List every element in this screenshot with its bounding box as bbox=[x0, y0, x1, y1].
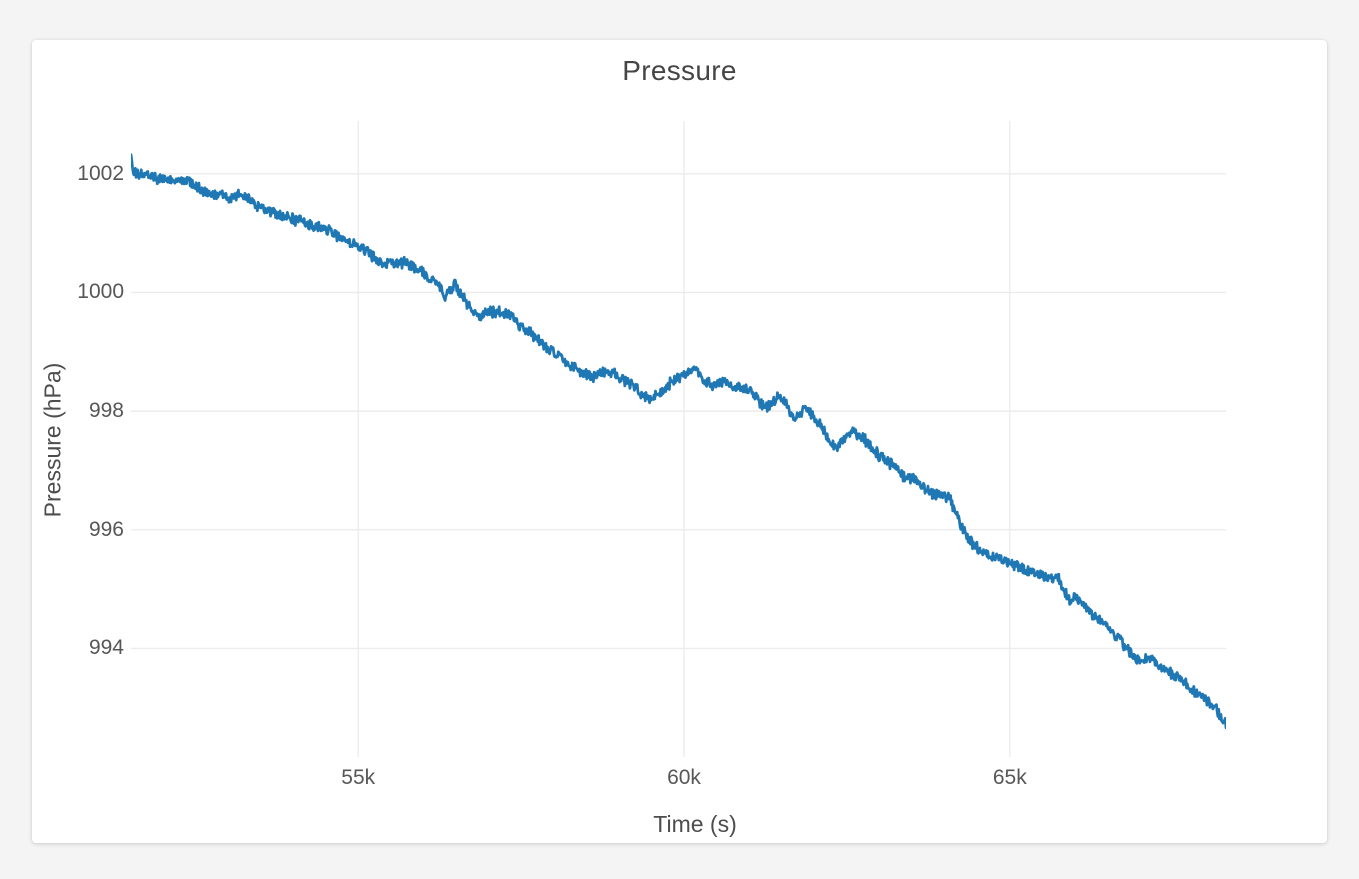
x-tick-label: 60k bbox=[667, 766, 701, 789]
gridlines bbox=[131, 121, 1226, 757]
y-tick-label: 1002 bbox=[77, 161, 124, 185]
chart-card: Pressure Pressure (hPa) 1002 1000 998 996 99… bbox=[32, 40, 1327, 843]
chart-title: Pressure bbox=[622, 55, 737, 86]
y-tick-label: 998 bbox=[88, 399, 124, 423]
y-tick-label: 996 bbox=[88, 517, 124, 541]
y-tick-label: 994 bbox=[88, 636, 124, 660]
pressure-trace bbox=[131, 153, 1226, 730]
x-tick-label: 65k bbox=[992, 766, 1027, 789]
y-tick-label: 1000 bbox=[77, 280, 124, 304]
x-axis-title: Time (s) bbox=[653, 811, 737, 837]
x-tick-label: 55k bbox=[341, 766, 376, 789]
plot-area[interactable] bbox=[32, 40, 1327, 843]
